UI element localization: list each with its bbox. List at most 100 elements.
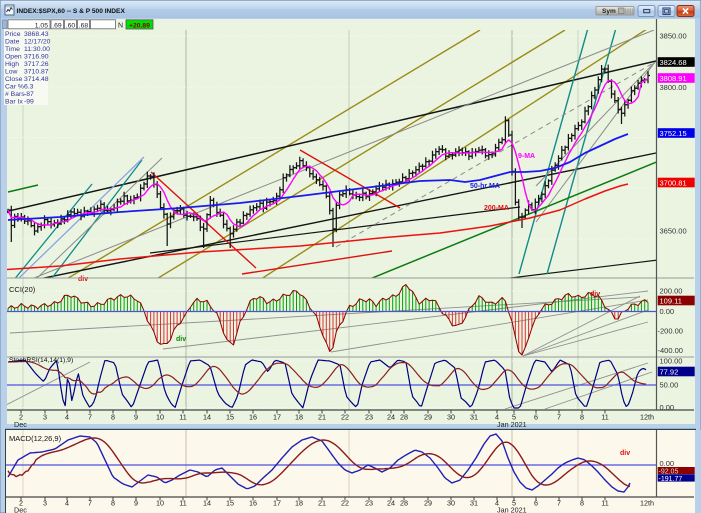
svg-text:6: 6 [534, 413, 538, 422]
svg-text:7: 7 [88, 499, 92, 508]
svg-text:div: div [176, 336, 186, 343]
svg-text:7: 7 [557, 499, 561, 508]
svg-text:3850.00: 3850.00 [660, 32, 687, 41]
svg-text:3716.90: 3716.90 [24, 54, 49, 61]
svg-text:14: 14 [203, 413, 211, 422]
svg-text:INDEX:$SPX,60 -- S & P 500 IND: INDEX:$SPX,60 -- S & P 500 INDEX [17, 8, 126, 15]
svg-text:11: 11 [601, 499, 608, 508]
svg-text:-200.00: -200.00 [658, 327, 683, 336]
svg-text:div: div [590, 291, 600, 298]
svg-text:3710.87: 3710.87 [24, 69, 49, 76]
svg-text:11: 11 [601, 413, 608, 422]
svg-text:-400.00: -400.00 [658, 346, 683, 355]
svg-text:.60: .60 [66, 22, 76, 29]
svg-text:Date: Date [5, 39, 20, 46]
svg-text:MACD(12,26,9): MACD(12,26,9) [9, 434, 62, 443]
svg-text:200.00: 200.00 [660, 287, 683, 296]
svg-text:5: 5 [512, 413, 516, 422]
svg-text:Time: Time [5, 46, 20, 53]
svg-text:50.00: 50.00 [660, 381, 679, 390]
svg-text:31: 31 [470, 499, 478, 508]
svg-text:StochRSI(14,14(1),9): StochRSI(14,14(1),9) [9, 357, 73, 364]
svg-text:5: 5 [512, 499, 516, 508]
svg-text:-87: -87 [24, 91, 34, 98]
svg-text:Low: Low [5, 69, 18, 76]
svg-text:30: 30 [447, 413, 455, 422]
svg-text:# Bars: # Bars [5, 91, 25, 98]
svg-text:Sym: Sym [602, 8, 616, 15]
svg-text:8: 8 [580, 499, 584, 508]
svg-text:3808.91: 3808.91 [660, 74, 687, 83]
svg-text:-92.05: -92.05 [659, 469, 679, 476]
svg-text:15: 15 [226, 499, 234, 508]
svg-text:23: 23 [365, 499, 373, 508]
svg-text:15: 15 [226, 413, 234, 422]
svg-text:6: 6 [534, 499, 538, 508]
svg-text:Close: Close [5, 76, 23, 83]
svg-text:Jan 2021: Jan 2021 [497, 506, 527, 513]
svg-text:3868.43: 3868.43 [24, 31, 49, 38]
svg-text:-99: -99 [24, 99, 34, 106]
svg-text:3800.00: 3800.00 [660, 83, 687, 92]
svg-text:0.00: 0.00 [660, 459, 675, 468]
svg-text:div: div [78, 276, 88, 283]
svg-text:2: 2 [19, 413, 23, 422]
svg-text:109.11: 109.11 [660, 297, 682, 306]
svg-text:24: 24 [387, 499, 395, 508]
svg-text:3: 3 [43, 413, 47, 422]
svg-text:Car %: Car % [5, 84, 24, 91]
svg-text:17: 17 [273, 499, 281, 508]
svg-text:3714.48: 3714.48 [24, 76, 49, 83]
svg-text:16: 16 [249, 413, 257, 422]
svg-text:7: 7 [88, 413, 92, 422]
svg-text:9: 9 [134, 413, 138, 422]
svg-text:77.92: 77.92 [660, 368, 679, 377]
svg-text:Dec: Dec [14, 506, 27, 513]
svg-text:12th: 12th [640, 499, 654, 508]
svg-text:22: 22 [341, 413, 349, 422]
svg-text:23: 23 [365, 413, 373, 422]
svg-text:0.00: 0.00 [660, 403, 675, 412]
svg-text:28: 28 [400, 413, 408, 422]
svg-text:10: 10 [156, 499, 164, 508]
svg-text:50-hr MA: 50-hr MA [470, 183, 500, 190]
svg-text:21: 21 [318, 499, 326, 508]
svg-text:3717.26: 3717.26 [24, 61, 49, 68]
svg-text:12th: 12th [640, 413, 654, 422]
svg-text:3824.68: 3824.68 [660, 58, 687, 67]
svg-text:1.05: 1.05 [35, 22, 48, 29]
svg-text:Bar Ix: Bar Ix [5, 99, 23, 106]
svg-text:8: 8 [580, 413, 584, 422]
svg-text:-191.77: -191.77 [659, 476, 683, 483]
svg-text:4: 4 [495, 499, 499, 508]
svg-text:29: 29 [424, 499, 432, 508]
svg-text:6.3: 6.3 [24, 84, 34, 91]
svg-text:11: 11 [179, 499, 186, 508]
svg-text:18: 18 [295, 413, 303, 422]
svg-text:4: 4 [65, 499, 69, 508]
svg-text:21: 21 [318, 413, 326, 422]
svg-text:11:30.00: 11:30.00 [24, 46, 50, 53]
svg-text:Open: Open [5, 54, 22, 61]
svg-text:Jan 2021: Jan 2021 [497, 420, 527, 429]
svg-text:4: 4 [495, 413, 499, 422]
svg-text:3650.00: 3650.00 [660, 227, 687, 236]
svg-text:14: 14 [203, 499, 211, 508]
svg-text:24: 24 [387, 413, 395, 422]
svg-text:3: 3 [43, 499, 47, 508]
svg-text:9: 9 [134, 499, 138, 508]
svg-text:18: 18 [295, 499, 303, 508]
svg-text:28: 28 [400, 499, 408, 508]
svg-text:29: 29 [424, 413, 432, 422]
svg-text:4: 4 [65, 413, 69, 422]
svg-text:3700.81: 3700.81 [660, 179, 687, 188]
svg-text:0.00: 0.00 [660, 307, 675, 316]
svg-text:10: 10 [156, 413, 164, 422]
svg-text:200-MA: 200-MA [484, 205, 509, 212]
svg-text:2: 2 [19, 499, 23, 508]
svg-text:12/17/20: 12/17/20 [24, 39, 51, 46]
svg-text:+20.89: +20.89 [129, 22, 150, 29]
svg-text:Dec: Dec [14, 420, 27, 429]
svg-text:30: 30 [447, 499, 455, 508]
svg-text:16: 16 [249, 499, 257, 508]
